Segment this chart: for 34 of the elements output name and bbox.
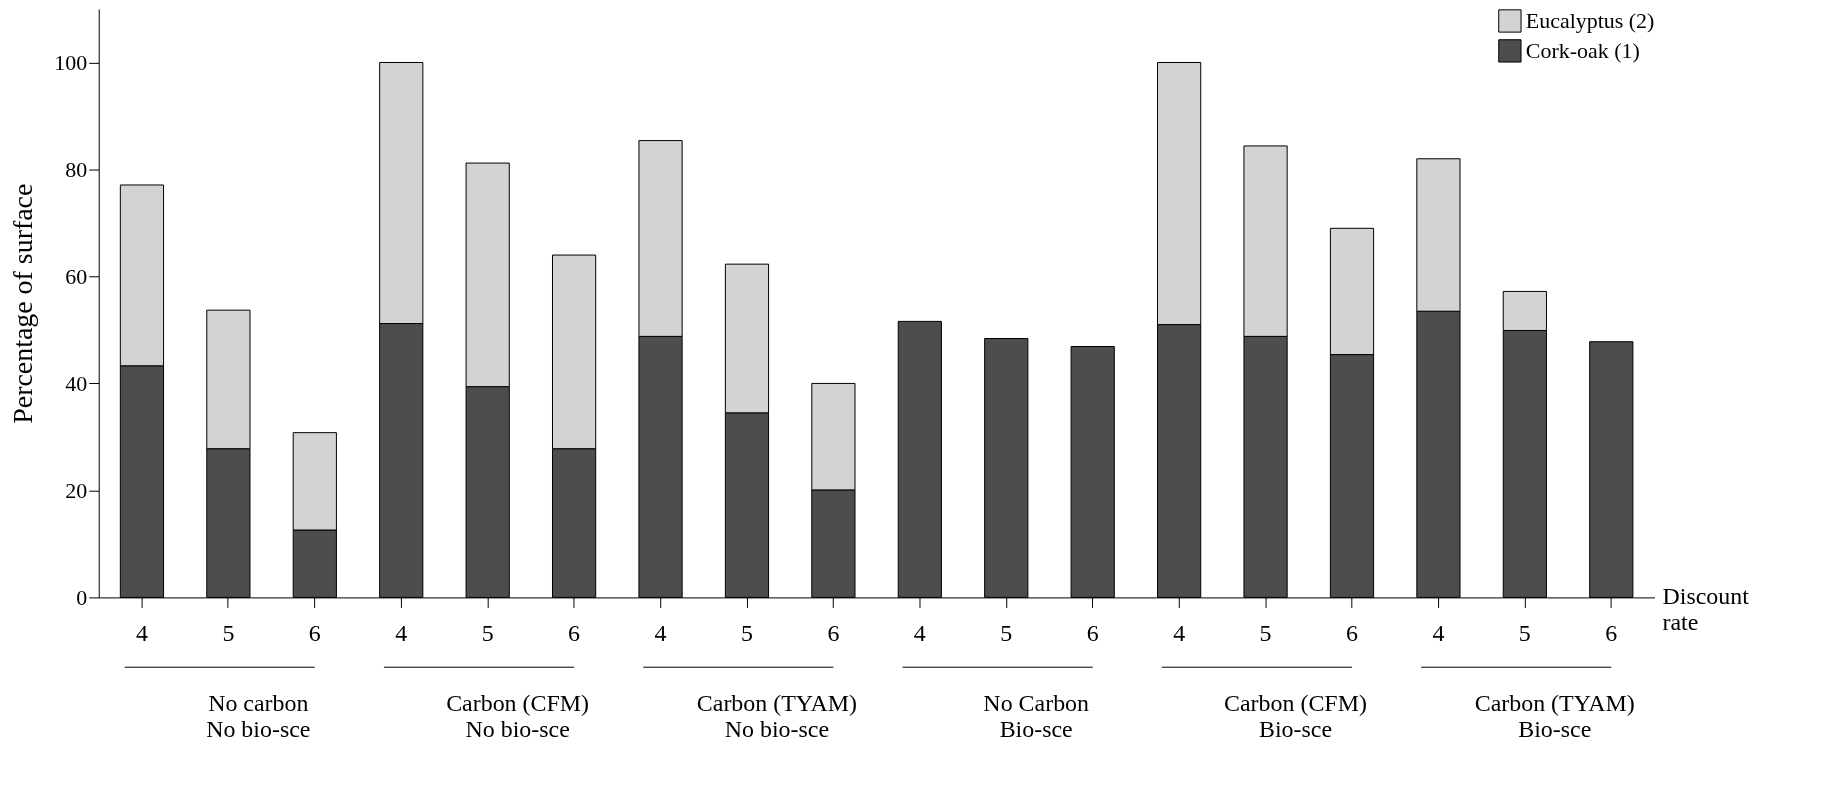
x-tick-label: 4 <box>395 619 408 646</box>
x-tick-label: 5 <box>1000 619 1013 646</box>
x-tick-label: 4 <box>1432 619 1445 646</box>
text: Carbon (CFM) No bio-sce <box>446 690 590 743</box>
x-tick-label: 5 <box>222 619 235 646</box>
x-tick-label: 4 <box>913 619 926 646</box>
x-tick-label: 6 <box>308 619 321 646</box>
legend-label: Cork-oak (1) <box>1525 37 1640 63</box>
y-tick-label: 40 <box>65 370 88 396</box>
x-tick-label: 6 <box>568 619 581 646</box>
x-tick-label: 6 <box>827 619 840 646</box>
x-tick-label: 5 <box>740 619 753 646</box>
y-tick-label: 20 <box>65 477 88 503</box>
text: Carbon (TYAM) Bio-sce <box>1474 690 1635 743</box>
y-tick-label: 80 <box>65 156 88 182</box>
y-tick-label: 100 <box>54 49 88 75</box>
x-tick-label: 4 <box>135 619 148 646</box>
x-tick-label: 5 <box>481 619 494 646</box>
text: No carbon No bio-sce <box>206 690 311 743</box>
text: Carbon (TYAM) No bio-sce <box>696 690 857 743</box>
y-axis-title: Percentage of surface <box>7 183 39 424</box>
y-tick-label: 60 <box>65 263 88 289</box>
legend-label: Eucalyptus (2) <box>1525 7 1655 33</box>
x-tick-label: 6 <box>1086 619 1099 646</box>
x-axis-title: Discount rate <box>1662 583 1750 636</box>
text: No Carbon Bio-sce <box>983 690 1090 743</box>
x-tick-label: 5 <box>1259 619 1272 646</box>
text: Carbon (CFM) Bio-sce <box>1224 690 1367 743</box>
x-tick-label: 5 <box>1518 619 1531 646</box>
x-tick-label: 4 <box>1173 619 1186 646</box>
y-tick-label: 0 <box>76 584 88 610</box>
x-tick-label: 6 <box>1346 619 1359 646</box>
x-tick-label: 4 <box>654 619 667 646</box>
x-tick-label: 6 <box>1605 619 1618 646</box>
